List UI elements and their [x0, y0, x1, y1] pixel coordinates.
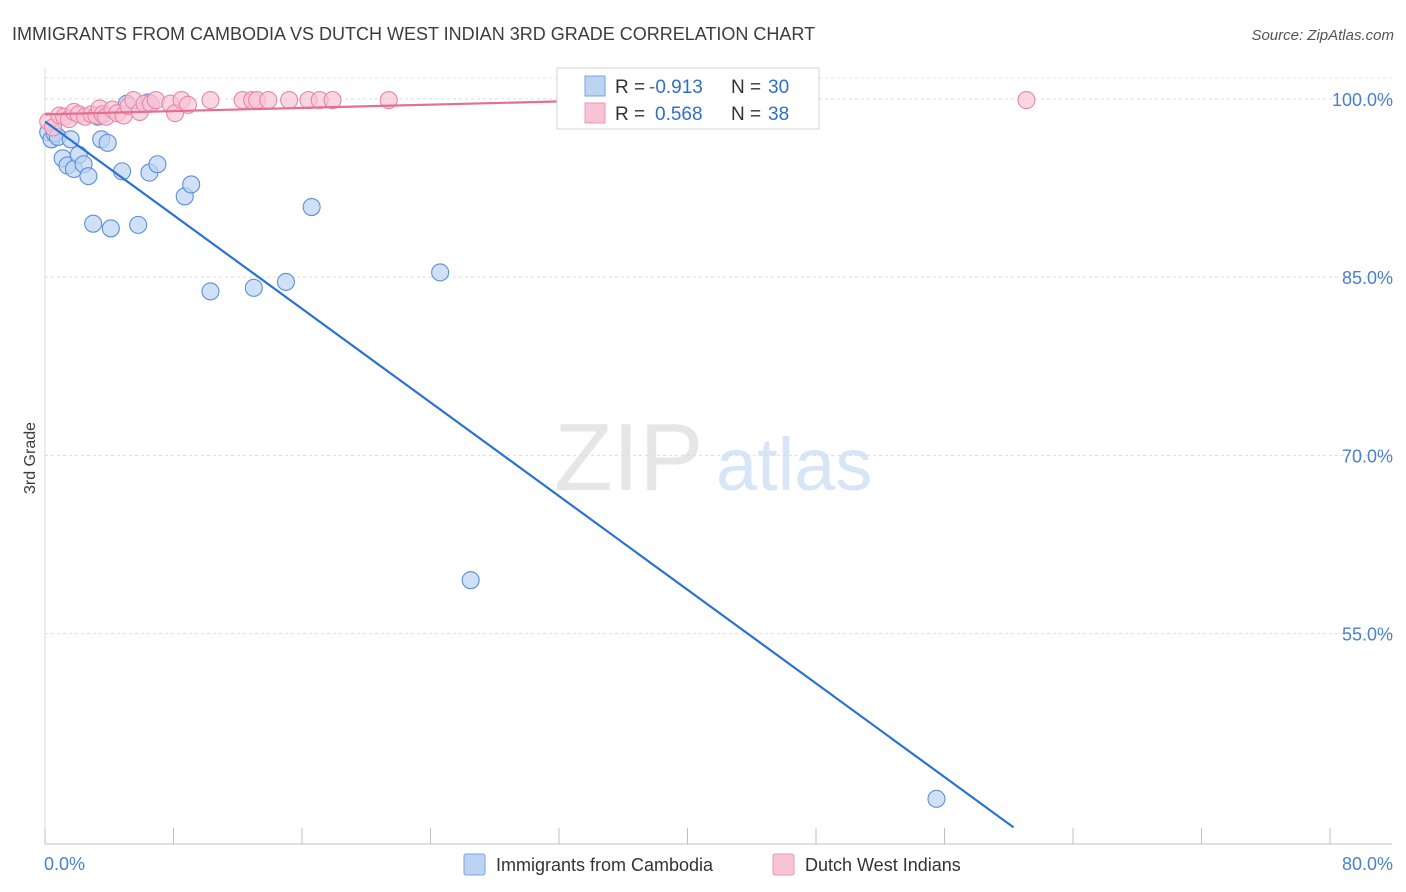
- y-axis-title: 3rd Grade: [22, 422, 39, 494]
- data-point: [461, 571, 480, 590]
- chart-source: Source: ZipAtlas.com: [1251, 27, 1394, 44]
- chart-title: IMMIGRANTS FROM CAMBODIA VS DUTCH WEST I…: [12, 24, 815, 44]
- stats-n-label: N =: [731, 104, 761, 125]
- trend-lines: [44, 100, 1015, 829]
- stats-n-label: N =: [731, 77, 761, 98]
- bottom-legend: Immigrants from Cambodia Dutch West Indi…: [463, 853, 961, 876]
- stats-legend: R = -0.913 N = 30 R = 0.568 N = 38: [556, 67, 820, 130]
- data-point: [1017, 91, 1036, 110]
- y-axis-tick-labels: 100.0% 85.0% 70.0% 55.0%: [1332, 90, 1393, 645]
- x-tick-label-min: 0.0%: [44, 854, 85, 874]
- data-point: [148, 155, 167, 174]
- stats-r-value-cambodia: -0.913: [649, 77, 703, 98]
- data-point: [244, 278, 263, 297]
- y-tick-label: 85.0%: [1342, 268, 1393, 288]
- data-point: [259, 91, 278, 110]
- data-points: [39, 91, 1036, 808]
- data-point: [98, 133, 117, 152]
- y-tick-label: 55.0%: [1342, 625, 1393, 645]
- stats-n-value-dutch: 38: [768, 104, 789, 125]
- x-axis-ticks: [44, 828, 1331, 844]
- data-point: [927, 789, 946, 808]
- data-point: [276, 272, 295, 291]
- watermark-zip: ZIP: [554, 404, 703, 511]
- legend-swatch-dutch: [772, 853, 795, 876]
- data-point: [129, 215, 148, 234]
- trend-line-dutch-west-indians: [44, 100, 566, 116]
- data-point: [323, 91, 342, 110]
- stats-n-value-cambodia: 30: [768, 77, 789, 98]
- stats-r-value-dutch: 0.568: [655, 104, 703, 125]
- data-point: [178, 95, 198, 114]
- data-point: [84, 214, 103, 233]
- data-point: [182, 175, 201, 194]
- watermark-atlas: atlas: [716, 423, 872, 506]
- data-point: [101, 219, 120, 238]
- data-point: [431, 263, 450, 282]
- stats-r-label: R =: [615, 104, 645, 125]
- data-point: [201, 91, 220, 110]
- y-tick-label: 100.0%: [1332, 90, 1393, 110]
- stats-r-label: R =: [615, 77, 645, 98]
- trend-line-cambodia: [44, 120, 1015, 829]
- legend-swatch-cambodia: [463, 853, 486, 876]
- data-point: [379, 91, 398, 110]
- data-point: [79, 167, 98, 186]
- grid-lines: [45, 77, 1392, 635]
- legend-label-cambodia: Immigrants from Cambodia: [496, 855, 714, 875]
- stats-swatch-cambodia: [584, 75, 606, 97]
- legend-label-dutch: Dutch West Indians: [805, 855, 961, 875]
- data-point: [280, 91, 299, 110]
- x-tick-label-max: 80.0%: [1342, 854, 1393, 874]
- data-point: [302, 197, 321, 217]
- data-point: [201, 282, 220, 301]
- y-tick-label: 70.0%: [1342, 446, 1393, 466]
- series-dutch-west-indians-points: [39, 91, 1036, 137]
- stats-swatch-dutch: [584, 102, 606, 124]
